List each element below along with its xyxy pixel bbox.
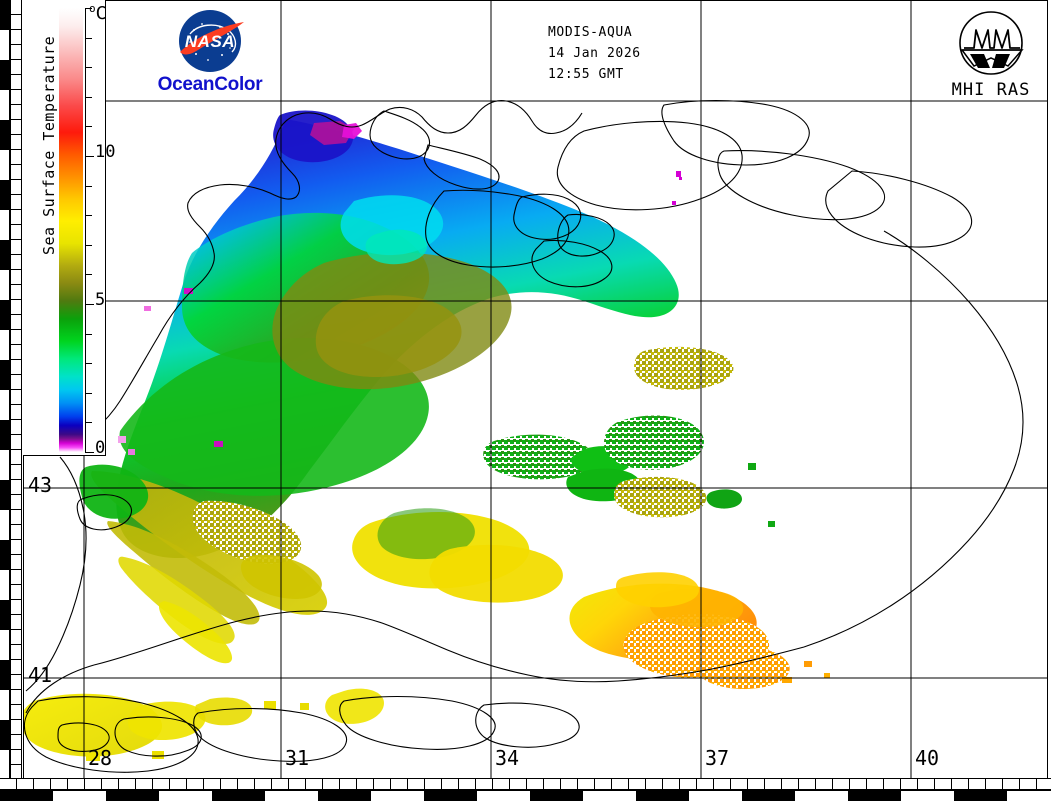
- colorbar-tick-10: [85, 156, 94, 157]
- colorbar-tick-5: [85, 304, 94, 305]
- colorbar-panel: Sea Surface Temperature oC 10 5 0: [23, 0, 115, 458]
- nasa-oceancolor-label: OceanColor: [157, 74, 263, 95]
- sst-raster-southwest: [24, 688, 384, 761]
- svg-text:NASA: NASA: [185, 32, 235, 51]
- bottom-scale-bar: [0, 790, 1051, 801]
- lon-label-37: 37: [705, 746, 730, 770]
- colorbar-tick-13: [85, 67, 92, 69]
- colorbar-tick-0: [85, 452, 94, 453]
- degree-symbol: o: [89, 2, 96, 15]
- sst-raster-central: [483, 346, 775, 527]
- colorbar-label-0: 0: [95, 438, 106, 458]
- colorbar-tick-3: [85, 363, 92, 365]
- mhi-ras-emblem-icon: [959, 11, 1024, 75]
- sensor-name: MODIS-AQUA: [548, 25, 633, 40]
- colorbar-tick-12: [85, 96, 92, 98]
- colorbar-tick-8: [85, 215, 92, 217]
- colorbar-gradient: [59, 8, 83, 452]
- colorbar-tick-14: [85, 37, 92, 39]
- acquisition-time: 12:55 GMT: [548, 67, 624, 82]
- colorbar-label-5: 5: [95, 290, 106, 310]
- nasa-meatball-icon: NASA: [179, 10, 244, 72]
- colorbar-unit-label: oC: [89, 2, 106, 24]
- coastline: [24, 99, 1024, 773]
- lon-label-31: 31: [285, 746, 310, 770]
- colorbar-tick-7: [85, 244, 92, 246]
- acquisition-info: MODIS-AQUA 14 Jan 2026 12:55 GMT: [548, 22, 641, 85]
- bottom-tick-ruler: [0, 778, 1051, 790]
- celsius-letter: C: [95, 3, 107, 24]
- lon-label-28: 28: [88, 746, 113, 770]
- mhi-ras-logo: MHI RAS: [940, 8, 1042, 100]
- lon-label-40: 40: [915, 746, 940, 770]
- sst-map-canvas[interactable]: [24, 1, 1047, 778]
- colorbar-axis: [85, 8, 86, 452]
- left-tick-ruler: [10, 0, 22, 779]
- colorbar-tick-15: [85, 8, 92, 9]
- colorbar-label-10: 10: [95, 142, 116, 162]
- colorbar-tick-4: [85, 333, 92, 335]
- colorbar-tick-11: [85, 126, 92, 128]
- colorbar-tick-6: [85, 274, 92, 276]
- sst-anomaly-pixels: [118, 171, 682, 455]
- colorbar-tick-9: [85, 185, 92, 187]
- sst-raster-northwest: [116, 110, 679, 559]
- lat-label-41: 41: [28, 663, 53, 687]
- sst-raster-southeast-warm: [352, 476, 830, 689]
- left-scale-bar: [0, 0, 10, 779]
- mhi-ras-label: MHI RAS: [951, 80, 1031, 100]
- sst-raster-danube-filaments: [79, 464, 328, 664]
- nasa-oceancolor-logo: NASA OceanColor: [150, 8, 270, 100]
- colorbar-tick-2: [85, 392, 92, 394]
- lat-label-43: 43: [28, 473, 53, 497]
- acquisition-date: 14 Jan 2026: [548, 46, 641, 61]
- sst-map-frame[interactable]: 43 41 28 31 34 37 40: [23, 0, 1048, 779]
- lon-label-34: 34: [495, 746, 520, 770]
- colorbar-title: Sea Surface Temperature: [40, 35, 58, 255]
- colorbar-tick-1: [85, 422, 92, 424]
